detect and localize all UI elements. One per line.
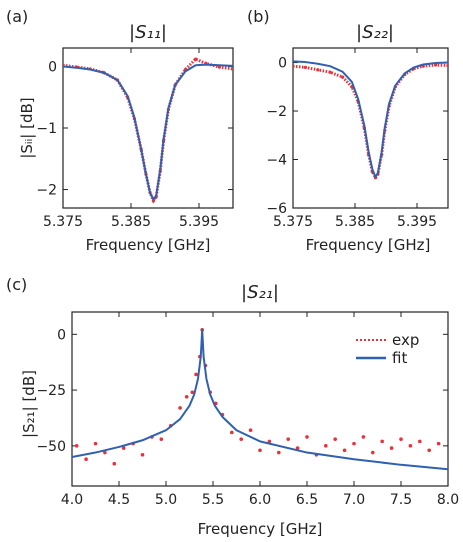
xtick-label-c-7: 7.5: [390, 492, 412, 508]
xtick-label-b-2: 5.395: [397, 214, 437, 230]
exp-point-c-31: [324, 444, 328, 448]
exp-point-c-35: [361, 435, 366, 439]
exp-point-c-26: [277, 450, 281, 455]
exp-point-c-22: [239, 437, 243, 441]
exp-series-a: [63, 57, 233, 204]
exp-point-c-32: [333, 437, 338, 441]
ytick-label-b-3: −6: [266, 201, 287, 217]
panel-a-xlabel: Frequency [GHz]: [86, 236, 211, 254]
panel-a-ylabel: |Sᵢᵢ| [dB]: [18, 97, 36, 158]
xtick-label-a-0: 5.375: [43, 214, 83, 230]
plot-area-a: [63, 57, 233, 204]
plot-area-c: [72, 328, 448, 471]
exp-point-c-21: [230, 430, 234, 435]
exp-point-c-0: [74, 444, 79, 448]
xtick-label-c-5: 6.5: [296, 492, 318, 508]
xtick-label-c-0: 4.0: [61, 492, 83, 508]
exp-point-c-9: [159, 437, 164, 441]
panel-c: (c) |S₂₁| |S₂₁| [dB] Frequency [GHz] exp…: [6, 275, 459, 538]
panel-b-xlabel: Frequency [GHz]: [306, 236, 431, 254]
fit-series-b: [293, 60, 448, 178]
exp-point-c-14: [194, 372, 198, 377]
legend-exp-label: exp: [392, 331, 419, 349]
exp-point-c-7: [140, 452, 145, 457]
exp-point-c-25: [267, 439, 272, 444]
ytick-label-a-2: −2: [36, 183, 57, 199]
exp-point-c-38: [389, 446, 394, 450]
legend-fit-label: fit: [392, 349, 407, 367]
exp-point-c-4: [112, 461, 117, 466]
ytick-label-b-0: 0: [278, 56, 287, 72]
xtick-label-b-0: 5.375: [273, 214, 313, 230]
exp-point-c-39: [399, 437, 403, 441]
panel-a: (a) |S₁₁| |Sᵢᵢ| [dB] Frequency [GHz] 5.3…: [6, 7, 234, 254]
exp-point-c-40: [408, 444, 413, 448]
exp-point-c-12: [184, 394, 189, 399]
panel-c-label: (c): [6, 275, 27, 294]
xtick-label-c-8: 8.0: [437, 492, 459, 508]
exp-point-c-27: [286, 437, 291, 441]
exp-point-c-1: [84, 457, 88, 462]
panel-c-ylabel: |S₂₁| [dB]: [20, 370, 38, 438]
xtick-label-c-2: 5.0: [155, 492, 177, 508]
ytick-label-c-1: −25: [36, 383, 66, 399]
xtick-label-a-1: 5.385: [111, 214, 151, 230]
xtick-label-c-3: 5.5: [202, 492, 224, 508]
xtick-label-a-2: 5.395: [179, 214, 219, 230]
ytick-label-b-2: −4: [266, 153, 287, 169]
exp-point-c-42: [427, 448, 432, 453]
panel-a-label: (a): [6, 7, 28, 26]
panel-a-title: |S₁₁|: [129, 22, 167, 43]
panel-c-xlabel: Frequency [GHz]: [198, 520, 323, 538]
fit-series-a: [63, 63, 233, 201]
xtick-label-c-6: 7.0: [343, 492, 365, 508]
plot-area-b: [293, 60, 448, 181]
exp-point-c-34: [352, 441, 356, 446]
panel-b-title: |S₂₂|: [356, 22, 394, 43]
exp-point-c-5: [121, 446, 126, 450]
legend: exp fit: [356, 331, 419, 367]
exp-point-c-37: [380, 439, 385, 444]
exp-point-c-36: [371, 450, 375, 455]
ytick-label-b-1: −2: [266, 104, 287, 120]
panel-b-label: (b): [247, 7, 270, 26]
ytick-label-c-0: 0: [57, 327, 66, 343]
exp-series-b: [293, 63, 448, 181]
fit-series-c: [72, 328, 448, 471]
exp-point-c-41: [418, 439, 422, 444]
exp-point-c-2: [93, 441, 98, 446]
panel-b: (b) |S₂₂| Frequency [GHz] 5.375 5.385 5.39…: [247, 7, 449, 254]
exp-point-c-3: [103, 450, 107, 455]
exp-point-c-13: [190, 390, 195, 395]
exp-point-c-24: [258, 448, 262, 453]
exp-point-c-23: [248, 428, 253, 433]
xtick-label-b-1: 5.385: [335, 214, 375, 230]
exp-point-c-29: [305, 435, 309, 439]
ytick-label-a-1: −1: [36, 121, 57, 137]
plot-frame-b: [292, 47, 449, 209]
xtick-label-c-4: 6.0: [249, 492, 271, 508]
exp-point-c-33: [342, 448, 347, 453]
panel-c-title: |S₂₁|: [241, 282, 279, 303]
exp-point-c-43: [436, 441, 441, 446]
ytick-label-a-0: 0: [48, 59, 57, 75]
exp-point-c-28: [295, 446, 300, 450]
exp-point-c-11: [178, 406, 182, 410]
ytick-label-c-2: −50: [36, 439, 66, 455]
xtick-label-c-1: 4.5: [108, 492, 130, 508]
